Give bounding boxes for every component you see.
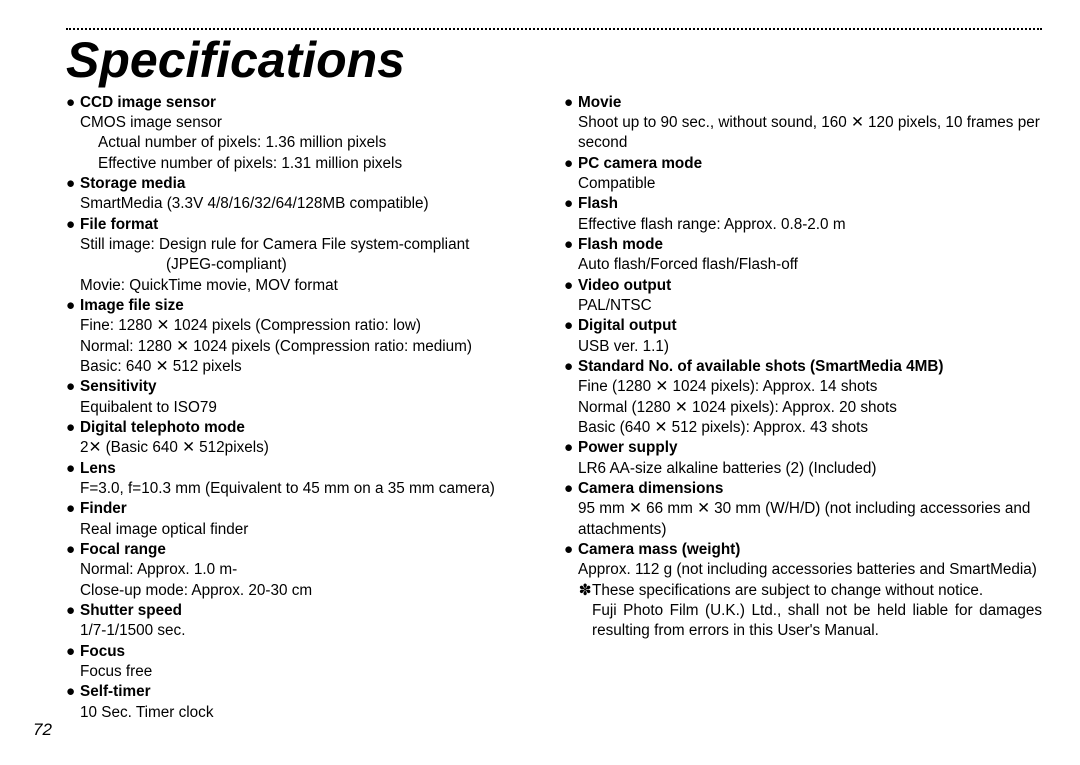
spec-item-head: ●Flash <box>564 194 1042 214</box>
spec-item-head: ●PC camera mode <box>564 154 1042 174</box>
spec-item-head: ●Image file size <box>66 296 544 316</box>
bullet-icon: ● <box>66 296 80 316</box>
bullet-icon: ● <box>564 316 578 336</box>
spec-item-body: Basic: 640 ✕ 512 pixels <box>66 357 544 377</box>
bullet-icon: ● <box>564 276 578 296</box>
spec-item-head: ●Storage media <box>66 174 544 194</box>
bullet-icon: ● <box>564 154 578 174</box>
spec-item-head: ●Digital output <box>564 316 1042 336</box>
top-dotted-border <box>66 28 1042 30</box>
spec-item-head: ●Camera dimensions <box>564 479 1042 499</box>
star-icon: ✽ <box>578 581 592 601</box>
spec-item-head: ●Video output <box>564 276 1042 296</box>
spec-item-body: Normal: 1280 ✕ 1024 pixels (Compression … <box>66 337 544 357</box>
bullet-icon: ● <box>66 540 80 560</box>
spec-item-body: 95 mm ✕ 66 mm ✕ 30 mm (W/H/D) (not inclu… <box>564 499 1042 540</box>
footnote-line: ✽These specifications are subject to cha… <box>564 581 1042 601</box>
spec-item-body: Fine (1280 ✕ 1024 pixels): Approx. 14 sh… <box>564 377 1042 397</box>
spec-item-body: Still image: Design rule for Camera File… <box>66 235 544 255</box>
bullet-icon: ● <box>66 682 80 702</box>
spec-item-body: 1/7-1/1500 sec. <box>66 621 544 641</box>
spec-item-body: CMOS image sensor <box>66 113 544 133</box>
spec-item-body: F=3.0, f=10.3 mm (Equivalent to 45 mm on… <box>66 479 544 499</box>
spec-item-body: LR6 AA-size alkaline batteries (2) (Incl… <box>564 459 1042 479</box>
spec-item-body: Fine: 1280 ✕ 1024 pixels (Compression ra… <box>66 316 544 336</box>
spec-item-body: Compatible <box>564 174 1042 194</box>
spec-item-head: ●Sensitivity <box>66 377 544 397</box>
spec-item-head: ●Lens <box>66 459 544 479</box>
left-column: ●CCD image sensorCMOS image sensorActual… <box>66 93 544 724</box>
page: Specifications ●CCD image sensorCMOS ima… <box>0 0 1080 765</box>
spec-item-head: ●CCD image sensor <box>66 93 544 113</box>
spec-item-head: ●Movie <box>564 93 1042 113</box>
spec-item-head: ●Digital telephoto mode <box>66 418 544 438</box>
spec-item-head: ●Shutter speed <box>66 601 544 621</box>
spec-item-body: Effective flash range: Approx. 0.8-2.0 m <box>564 215 1042 235</box>
spec-item-head: ●Focus <box>66 642 544 662</box>
spec-item-body: Close-up mode: Approx. 20-30 cm <box>66 581 544 601</box>
spec-item-body: Real image optical finder <box>66 520 544 540</box>
spec-item-body: Focus free <box>66 662 544 682</box>
bullet-icon: ● <box>564 93 578 113</box>
spec-item-body: Normal (1280 ✕ 1024 pixels): Approx. 20 … <box>564 398 1042 418</box>
spec-item-head: ●Power supply <box>564 438 1042 458</box>
page-number: 72 <box>33 720 52 740</box>
bullet-icon: ● <box>564 235 578 255</box>
spec-item-body: Equibalent to ISO79 <box>66 398 544 418</box>
right-column: ●MovieShoot up to 90 sec., without sound… <box>564 93 1042 642</box>
spec-item-body: PAL/NTSC <box>564 296 1042 316</box>
spec-item-body: Approx. 112 g (not including accessories… <box>564 560 1042 580</box>
spec-item-head: ●Focal range <box>66 540 544 560</box>
spec-item-body: SmartMedia (3.3V 4/8/16/32/64/128MB comp… <box>66 194 544 214</box>
spec-item-body: 2✕ (Basic 640 ✕ 512pixels) <box>66 438 544 458</box>
spec-item-head: ●File format <box>66 215 544 235</box>
spec-item-body: USB ver. 1.1) <box>564 337 1042 357</box>
bullet-icon: ● <box>66 601 80 621</box>
bullet-icon: ● <box>66 215 80 235</box>
bullet-icon: ● <box>66 642 80 662</box>
bullet-icon: ● <box>66 418 80 438</box>
content-columns: ●CCD image sensorCMOS image sensorActual… <box>66 93 1042 724</box>
bullet-icon: ● <box>66 93 80 113</box>
spec-item-body: Auto flash/Forced flash/Flash-off <box>564 255 1042 275</box>
spec-item-body: Shoot up to 90 sec., without sound, 160 … <box>564 113 1042 154</box>
page-title: Specifications <box>66 34 1042 87</box>
spec-item-body: Movie: QuickTime movie, MOV format <box>66 276 544 296</box>
footnote-body: Fuji Photo Film (U.K.) Ltd., shall not b… <box>564 601 1042 642</box>
spec-item-body: Basic (640 ✕ 512 pixels): Approx. 43 sho… <box>564 418 1042 438</box>
bullet-icon: ● <box>66 459 80 479</box>
spec-item-head: ●Self-timer <box>66 682 544 702</box>
spec-item-head: ●Camera mass (weight) <box>564 540 1042 560</box>
bullet-icon: ● <box>66 499 80 519</box>
spec-item-head: ●Flash mode <box>564 235 1042 255</box>
spec-item-sub: Actual number of pixels: 1.36 million pi… <box>66 133 544 153</box>
spec-item-sub2: (JPEG-compliant) <box>66 255 544 275</box>
bullet-icon: ● <box>564 438 578 458</box>
spec-item-head: ●Standard No. of available shots (SmartM… <box>564 357 1042 377</box>
spec-item-body: 10 Sec. Timer clock <box>66 703 544 723</box>
spec-item-sub: Effective number of pixels: 1.31 million… <box>66 154 544 174</box>
bullet-icon: ● <box>564 540 578 560</box>
bullet-icon: ● <box>564 194 578 214</box>
spec-item-body: Normal: Approx. 1.0 m- <box>66 560 544 580</box>
bullet-icon: ● <box>564 479 578 499</box>
bullet-icon: ● <box>66 174 80 194</box>
bullet-icon: ● <box>564 357 578 377</box>
bullet-icon: ● <box>66 377 80 397</box>
spec-item-head: ●Finder <box>66 499 544 519</box>
